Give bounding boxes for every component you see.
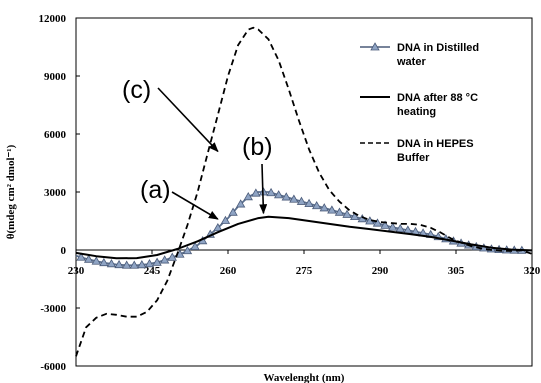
series-marker xyxy=(159,255,170,264)
y-tick-label: 6000 xyxy=(44,129,67,141)
series-marker xyxy=(349,211,360,221)
series-marker xyxy=(152,257,162,266)
series-marker xyxy=(114,259,124,269)
series-marker xyxy=(334,207,345,216)
series-marker xyxy=(121,260,132,269)
y-axis-ticks: -6000 -3000 0 3000 6000 9000 12000 xyxy=(39,13,80,373)
x-axis-ticks: 230 245 260 275 290 305 320 xyxy=(68,250,541,277)
legend-label: water xyxy=(396,56,426,68)
y-tick-label: -3000 xyxy=(40,303,66,315)
series-marker xyxy=(372,218,383,227)
series-marker xyxy=(235,199,246,208)
series-marker xyxy=(144,259,155,268)
annotation-label: (a) xyxy=(140,176,171,204)
x-tick-label: 230 xyxy=(68,265,85,277)
plot-area xyxy=(75,17,533,367)
series-marker xyxy=(273,190,284,199)
series-line-hepes-buffer xyxy=(75,26,533,357)
y-tick-label: 12000 xyxy=(39,13,67,25)
series-marker xyxy=(380,220,390,229)
legend-label: DNA in HEPES xyxy=(397,138,474,150)
x-tick-label: 245 xyxy=(144,265,161,277)
x-tick-label: 305 xyxy=(448,265,465,277)
annotation-label: (c) xyxy=(122,76,151,104)
series-marker xyxy=(281,192,291,201)
series-marker xyxy=(91,256,101,265)
x-tick-label: 275 xyxy=(296,265,313,277)
legend-label: Buffer xyxy=(397,152,430,164)
series-marker xyxy=(99,257,109,267)
series-marker xyxy=(76,252,86,261)
series-marker xyxy=(304,198,314,207)
x-tick-label: 260 xyxy=(220,265,237,277)
annotations: (a) (b) (c) xyxy=(122,76,273,220)
y-tick-label: 9000 xyxy=(44,71,67,83)
series-marker xyxy=(213,222,223,232)
legend-label: heating xyxy=(397,106,436,118)
series-marker xyxy=(266,187,276,197)
x-tick-label: 320 xyxy=(524,265,541,277)
series-marker xyxy=(387,222,398,231)
legend-marker xyxy=(370,42,380,51)
series-marker xyxy=(289,194,299,203)
annotation-arrow xyxy=(157,87,219,153)
series-marker xyxy=(106,259,117,268)
series-marker xyxy=(190,241,200,250)
annotation-label: (b) xyxy=(242,133,273,161)
series-marker xyxy=(251,188,261,197)
legend-label: DNA in Distilled xyxy=(397,42,479,54)
series-marker xyxy=(395,223,405,233)
series-marker xyxy=(296,196,307,205)
series-marker xyxy=(319,203,329,212)
annotation-arrow xyxy=(171,191,219,220)
y-tick-label: -6000 xyxy=(40,361,66,373)
series-layer xyxy=(75,26,533,357)
annotation-arrow xyxy=(259,163,268,215)
series-line-after-heating xyxy=(75,215,533,260)
x-tick-label: 290 xyxy=(372,265,389,277)
x-axis-title: Wavelenght (nm) xyxy=(264,372,345,383)
y-tick-label: 3000 xyxy=(44,187,67,199)
series-marker xyxy=(220,215,231,224)
series-marker xyxy=(83,254,94,263)
series-marker xyxy=(311,200,322,210)
series-marker xyxy=(243,192,253,201)
y-tick-label: 0 xyxy=(61,245,67,257)
series-marker xyxy=(167,252,177,261)
series-marker xyxy=(228,207,238,216)
legend-label: DNA after 88 °C xyxy=(397,92,478,104)
legend: DNA in Distilled water DNA after 88 °C heat… xyxy=(360,42,479,164)
series-marker xyxy=(137,259,147,269)
y-axis-title: θ(mdeg cm² dmol⁻¹) xyxy=(5,144,17,239)
series-marker xyxy=(342,209,352,218)
series-marker xyxy=(327,205,337,214)
series-marker xyxy=(182,245,193,255)
series-marker xyxy=(129,260,139,269)
